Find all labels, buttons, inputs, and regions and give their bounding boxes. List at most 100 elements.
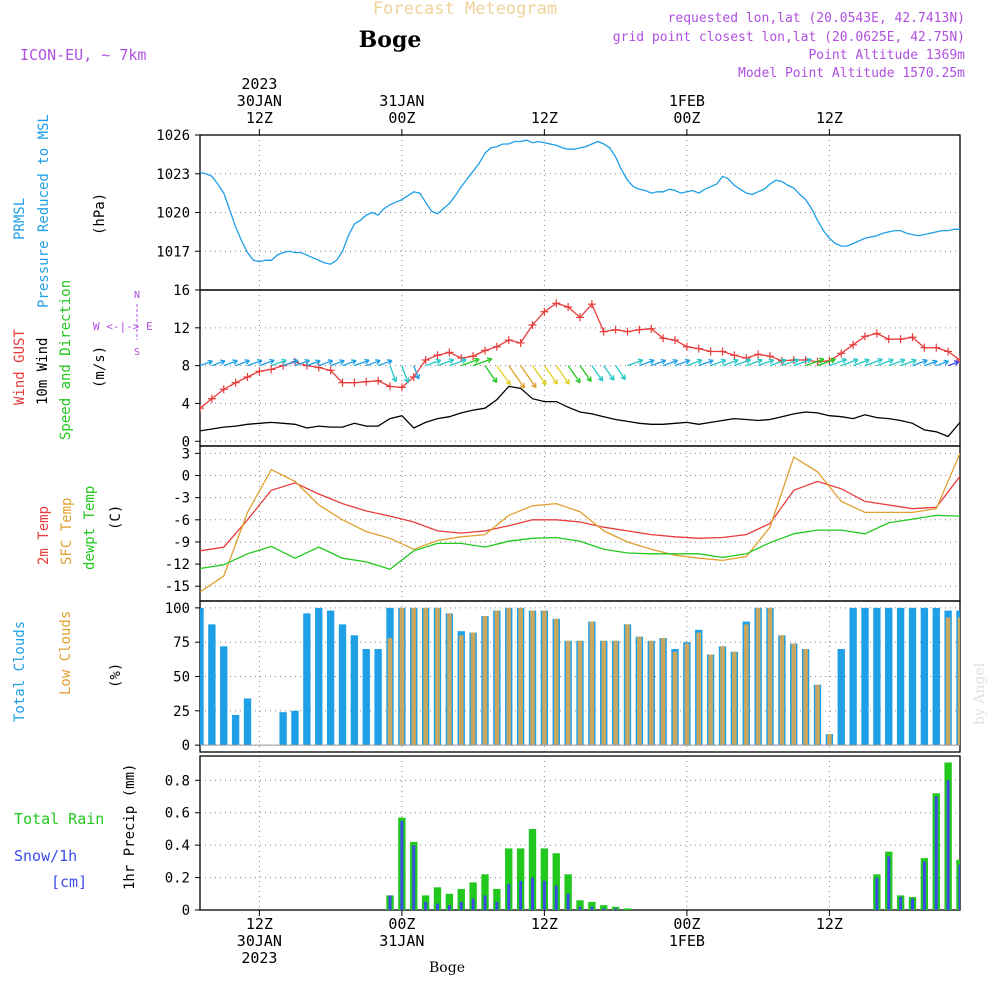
top-time-label: 12Z xyxy=(816,109,843,127)
sfc-temp-line xyxy=(200,453,960,593)
rain-bar xyxy=(611,906,620,910)
gust-marker xyxy=(516,338,525,347)
snow-bar xyxy=(483,895,487,910)
gust-marker xyxy=(647,324,656,333)
compass-ew-label: W <-|-> E xyxy=(93,320,153,333)
dewpt-temp-line xyxy=(200,514,960,571)
gust-marker xyxy=(255,367,264,376)
wind-arrow-head xyxy=(877,357,883,364)
wind-direction-arrow xyxy=(710,359,726,367)
wind-direction-arrow xyxy=(211,360,226,367)
low-cloud-bar xyxy=(482,616,488,746)
wind-arrow-head xyxy=(768,358,775,365)
top-time-label: 1FEB xyxy=(669,92,705,110)
low-cloud-bar xyxy=(447,613,452,746)
wind-arrow-head xyxy=(780,358,787,365)
y-tick-label: 8 xyxy=(182,359,190,375)
wind-arrow-head xyxy=(708,358,714,365)
snow-bar xyxy=(400,820,404,910)
snow-bar xyxy=(614,908,618,910)
snow-bar xyxy=(531,877,534,910)
wind-direction-arrow xyxy=(425,359,441,367)
top-time-label: 00Z xyxy=(673,109,700,127)
total-cloud-bar xyxy=(920,607,929,746)
wind-direction-arrow xyxy=(508,365,525,389)
y-tick-label: -6 xyxy=(173,513,190,529)
wind-direction-arrow xyxy=(401,365,409,383)
wind-direction-arrow xyxy=(876,359,894,367)
y-tick-label: 100 xyxy=(165,601,190,617)
low-cloud-bar xyxy=(815,684,820,746)
y-tick-label: 50 xyxy=(173,670,190,686)
wind-direction-arrow xyxy=(781,358,799,367)
wind-arrow-head xyxy=(899,358,906,364)
low-cloud-bar xyxy=(945,617,951,746)
wind-direction-arrow xyxy=(829,358,847,367)
low-cloud-bar xyxy=(625,624,630,746)
low-cloud-bar xyxy=(601,640,607,746)
wind-direction-arrow xyxy=(520,365,537,388)
wind-arrow-head xyxy=(339,359,345,365)
y-tick-label: 1020 xyxy=(156,206,190,222)
wind-arrow-head xyxy=(575,377,581,384)
top-time-label: 12Z xyxy=(531,109,558,127)
wind-arrow-head xyxy=(256,358,263,365)
wind-direction-arrow xyxy=(769,359,787,367)
wind-direction-arrow xyxy=(259,359,275,367)
low-cloud-bar xyxy=(553,618,559,746)
wind-arrow-head xyxy=(932,359,938,366)
gust-marker xyxy=(386,382,394,391)
snow-bar xyxy=(459,901,463,910)
total-cloud-bar xyxy=(837,649,845,746)
wind-arrow-head xyxy=(660,358,667,365)
snow-bar xyxy=(436,903,439,910)
gust-marker xyxy=(956,355,960,364)
rain-bar xyxy=(433,887,442,910)
wind-direction-arrow xyxy=(461,358,480,367)
gust-marker xyxy=(362,377,371,386)
y-tick-label: 1023 xyxy=(156,167,190,183)
gust-marker xyxy=(718,347,727,356)
gust-marker xyxy=(849,340,858,349)
y-tick-label: 1017 xyxy=(156,244,190,260)
rain-bar xyxy=(505,848,513,910)
sfc-temp-label: SFC Temp xyxy=(59,498,75,565)
low-cloud-bar xyxy=(506,607,512,746)
low-cloud-bar xyxy=(696,632,702,746)
wind-arrow-head xyxy=(597,375,604,382)
wind-direction-arrow xyxy=(900,359,917,367)
panel-wind: 0 4 8 12 16 xyxy=(173,283,961,450)
wind-arrow-head xyxy=(304,358,310,365)
snow-bar xyxy=(958,864,960,910)
y-tick-label: 0.4 xyxy=(165,838,190,854)
wind-direction-arrow xyxy=(472,358,493,367)
wind-direction-arrow xyxy=(746,359,763,367)
snow-bar xyxy=(471,898,475,910)
rain-bar xyxy=(623,908,632,910)
wind-arrow-head xyxy=(391,376,398,383)
gust-marker xyxy=(374,376,383,385)
percent-unit-label: (%) xyxy=(108,663,124,688)
model-point-altitude: Model Point Altitude 1570.25m xyxy=(738,66,965,81)
svg-text:S: S xyxy=(134,347,140,358)
low-cloud-bar xyxy=(957,617,960,746)
y-tick-label: 0.6 xyxy=(165,806,190,822)
low-cloud-bar xyxy=(589,621,595,746)
snow-unit-label: [cm] xyxy=(51,873,87,891)
plot-panels: 10171020102310260481216-15-12-9-6-303025… xyxy=(156,128,961,919)
point-altitude: Point Altitude 1369m xyxy=(808,48,965,63)
grid-point-coords: grid point closest lon,lat (20.0625E, 42… xyxy=(613,30,965,45)
y-tick-label: 0 xyxy=(182,903,190,919)
wind-direction-arrow xyxy=(449,358,467,367)
panel-frame xyxy=(199,289,961,447)
wind-arrow-head xyxy=(586,376,592,383)
low-cloud-bar xyxy=(411,607,417,746)
wind-direction-arrow xyxy=(734,359,751,367)
wind-direction-arrow xyxy=(651,359,666,367)
gust-marker xyxy=(837,349,846,358)
low-cloud-bar xyxy=(518,607,523,746)
wind-arrow-head xyxy=(911,358,917,365)
gust-marker xyxy=(576,313,584,322)
total-cloud-bar xyxy=(303,613,311,746)
wind-direction-arrow xyxy=(936,360,949,367)
